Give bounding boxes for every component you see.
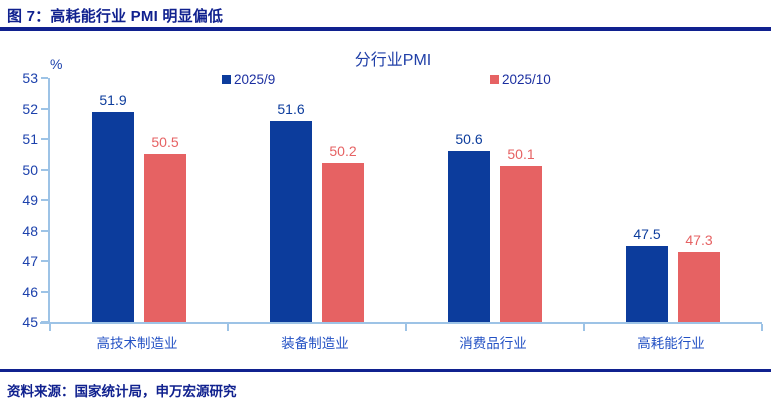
legend-swatch-2025-9 [222, 75, 231, 84]
y-axis-tick-label-46: 46 [22, 283, 38, 300]
y-axis-tick-53 [41, 77, 48, 79]
bar-2025/9-高技术制造业: 51.9 [92, 92, 134, 322]
bar-2025/9-装备制造业: 51.6 [270, 101, 312, 322]
legend-label-2025-9: 2025/9 [234, 72, 276, 87]
y-axis-tick-label-51: 51 [22, 131, 38, 147]
value-label-2025/9-高技术制造业: 51.9 [99, 91, 127, 108]
source-note: 资料来源：国家统计局，申万宏源研究 [7, 384, 237, 399]
value-label-2025/10-高技术制造业: 50.5 [151, 134, 179, 151]
value-label-2025/10-高耗能行业: 47.3 [685, 231, 713, 248]
bar-groups: 51.9 50.5 51.6 50.2 50.6 50.1 47.5 47.3 [50, 78, 762, 322]
x-axis-overhang [40, 322, 50, 324]
value-label-2025/9-装备制造业: 51.6 [277, 100, 305, 117]
category-label-1: 高技术制造业 [96, 336, 178, 351]
bar-2025/10-高耗能行业: 47.3 [678, 232, 720, 322]
value-label-2025/9-高耗能行业: 47.5 [633, 225, 661, 242]
chart-title: 分行业PMI [354, 52, 432, 69]
bar-2025/10-装备制造业: 50.2 [322, 143, 364, 322]
y-axis-tick-label-47: 47 [22, 253, 38, 269]
y-axis-tick-label-52: 52 [22, 100, 38, 117]
y-axis-tick-label-50: 50 [22, 161, 38, 178]
legend-label-2025-10: 2025/10 [502, 72, 551, 87]
legend-swatch-2025-10 [490, 75, 499, 84]
x-axis-tick-0 [49, 324, 51, 331]
category-axis-labels: 高技术制造业 装备制造业 消费品行业 高耗能行业 [48, 332, 760, 352]
plot-area: 51.9 50.5 51.6 50.2 50.6 50.1 47.5 47.3 53 52 51 5… [22, 70, 763, 331]
y-axis-tick-52 [41, 107, 48, 110]
y-axis-tick-label-53: 53 [22, 70, 38, 86]
x-axis-tick-1 [227, 324, 229, 331]
y-axis-tick-label-49: 49 [22, 192, 38, 208]
bar-group-2: 51.6 50.2 [228, 78, 406, 322]
bar-2025/9-高耗能行业: 47.5 [626, 226, 668, 322]
category-label-2: 装备制造业 [281, 336, 349, 351]
y-axis-tick-45 [41, 321, 48, 323]
y-axis-unit-label: % [50, 56, 63, 72]
bar-2025/10-消费品行业: 50.1 [500, 146, 542, 322]
bar-group-3: 50.6 50.1 [406, 78, 584, 322]
bar-group-4: 47.5 47.3 [584, 78, 762, 322]
category-label-4: 高耗能行业 [637, 336, 705, 351]
footer-divider [0, 369, 771, 372]
x-axis-tick-3 [583, 324, 585, 331]
legend-item-2025-9: 2025/9 [222, 72, 275, 87]
y-axis-tick-48 [41, 229, 48, 232]
y-axis-tick-50 [41, 168, 48, 171]
bar-group-1: 51.9 50.5 [50, 78, 228, 322]
figure-title: 图 7：高耗能行业 PMI 明显偏低 [7, 8, 224, 25]
y-axis-tick-label-48: 48 [22, 222, 38, 239]
bar-2025/10-高技术制造业: 50.5 [144, 134, 186, 322]
legend-item-2025-10: 2025/10 [490, 72, 551, 87]
bar-2025/9-消费品行业: 50.6 [448, 131, 490, 322]
y-axis-tick-47 [41, 260, 48, 262]
y-axis-tick-49 [41, 199, 48, 201]
title-divider [0, 27, 771, 31]
value-label-2025/10-装备制造业: 50.2 [329, 143, 357, 160]
y-axis-tick-46 [41, 290, 48, 293]
value-label-2025/10-消费品行业: 50.1 [507, 146, 535, 163]
y-axis-tick-51 [41, 138, 48, 140]
value-label-2025/9-消费品行业: 50.6 [455, 131, 483, 148]
x-axis-tick-2 [405, 324, 407, 331]
x-axis-tick-4 [761, 324, 763, 331]
category-label-3: 消费品行业 [459, 336, 527, 351]
y-axis-tick-label-45: 45 [22, 314, 38, 330]
